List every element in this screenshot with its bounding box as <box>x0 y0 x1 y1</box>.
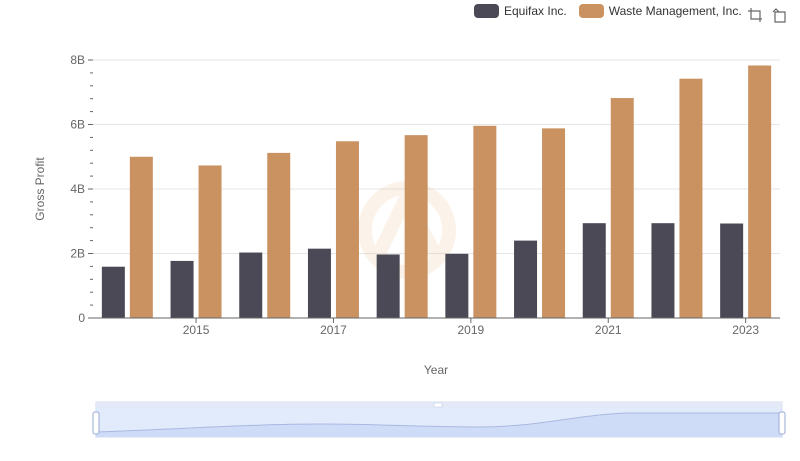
y-tick-label: 8B <box>70 53 85 67</box>
bar-equifax-2017 <box>307 248 331 318</box>
grid-lines <box>93 59 780 254</box>
legend: Equifax Inc. Waste Management, Inc. <box>474 4 754 18</box>
bar-equifax-2022 <box>651 223 675 318</box>
slider-preview-line <box>95 412 782 433</box>
restore-icon[interactable] <box>772 7 788 23</box>
bar-equifax-2016 <box>239 252 263 318</box>
x-tick-label: 2023 <box>732 323 759 337</box>
y-axis-title: Gross Profit <box>33 157 47 221</box>
y-tick-label: 0 <box>78 311 85 325</box>
x-tick-label: 2017 <box>320 323 347 337</box>
slider-grip[interactable] <box>433 402 443 408</box>
data-zoom-slider[interactable] <box>92 401 786 438</box>
x-axis-title: Year <box>424 363 448 377</box>
x-tick-label: 2015 <box>183 323 210 337</box>
x-axis-ticks: 2015 2017 2019 2021 2023 <box>183 318 759 337</box>
legend-swatch-waste-management <box>578 4 604 18</box>
slider-preview-area <box>96 413 782 437</box>
bars <box>101 65 772 319</box>
y-tick-label: 6B <box>70 118 85 132</box>
y-axis-ticks: 0 2B 4B 6B 8B <box>70 53 93 325</box>
slider-handle-right[interactable] <box>778 411 786 435</box>
bar-waste-management-2021 <box>610 98 634 319</box>
legend-item-equifax[interactable]: Equifax Inc. <box>474 4 567 18</box>
bar-waste-management-2020 <box>542 128 566 318</box>
slider-handle-left[interactable] <box>92 411 100 435</box>
zoom-icon[interactable] <box>747 7 763 23</box>
legend-swatch-equifax <box>474 4 499 18</box>
bar-waste-management-2023 <box>748 65 772 318</box>
bar-equifax-2018 <box>376 254 400 318</box>
legend-label-equifax: Equifax Inc. <box>504 4 567 18</box>
bar-equifax-2015 <box>170 260 194 318</box>
bar-waste-management-2015 <box>198 165 222 318</box>
bar-equifax-2023 <box>720 223 744 318</box>
bar-equifax-2019 <box>445 253 469 318</box>
bar-equifax-2014 <box>101 266 125 318</box>
x-tick-label: 2019 <box>457 323 484 337</box>
legend-item-waste-management[interactable]: Waste Management, Inc. <box>578 4 742 18</box>
bar-waste-management-2017 <box>335 141 359 318</box>
y-tick-label: 2B <box>70 247 85 261</box>
y-tick-label: 4B <box>70 182 85 196</box>
bar-waste-management-2019 <box>473 125 497 318</box>
bar-equifax-2020 <box>514 240 538 318</box>
bar-waste-management-2016 <box>267 152 291 318</box>
bar-equifax-2021 <box>582 223 606 318</box>
bar-waste-management-2018 <box>404 135 428 318</box>
x-tick-label: 2021 <box>595 323 622 337</box>
bar-waste-management-2022 <box>679 78 703 318</box>
legend-label-waste-management: Waste Management, Inc. <box>608 4 742 18</box>
bar-waste-management-2014 <box>129 156 153 318</box>
